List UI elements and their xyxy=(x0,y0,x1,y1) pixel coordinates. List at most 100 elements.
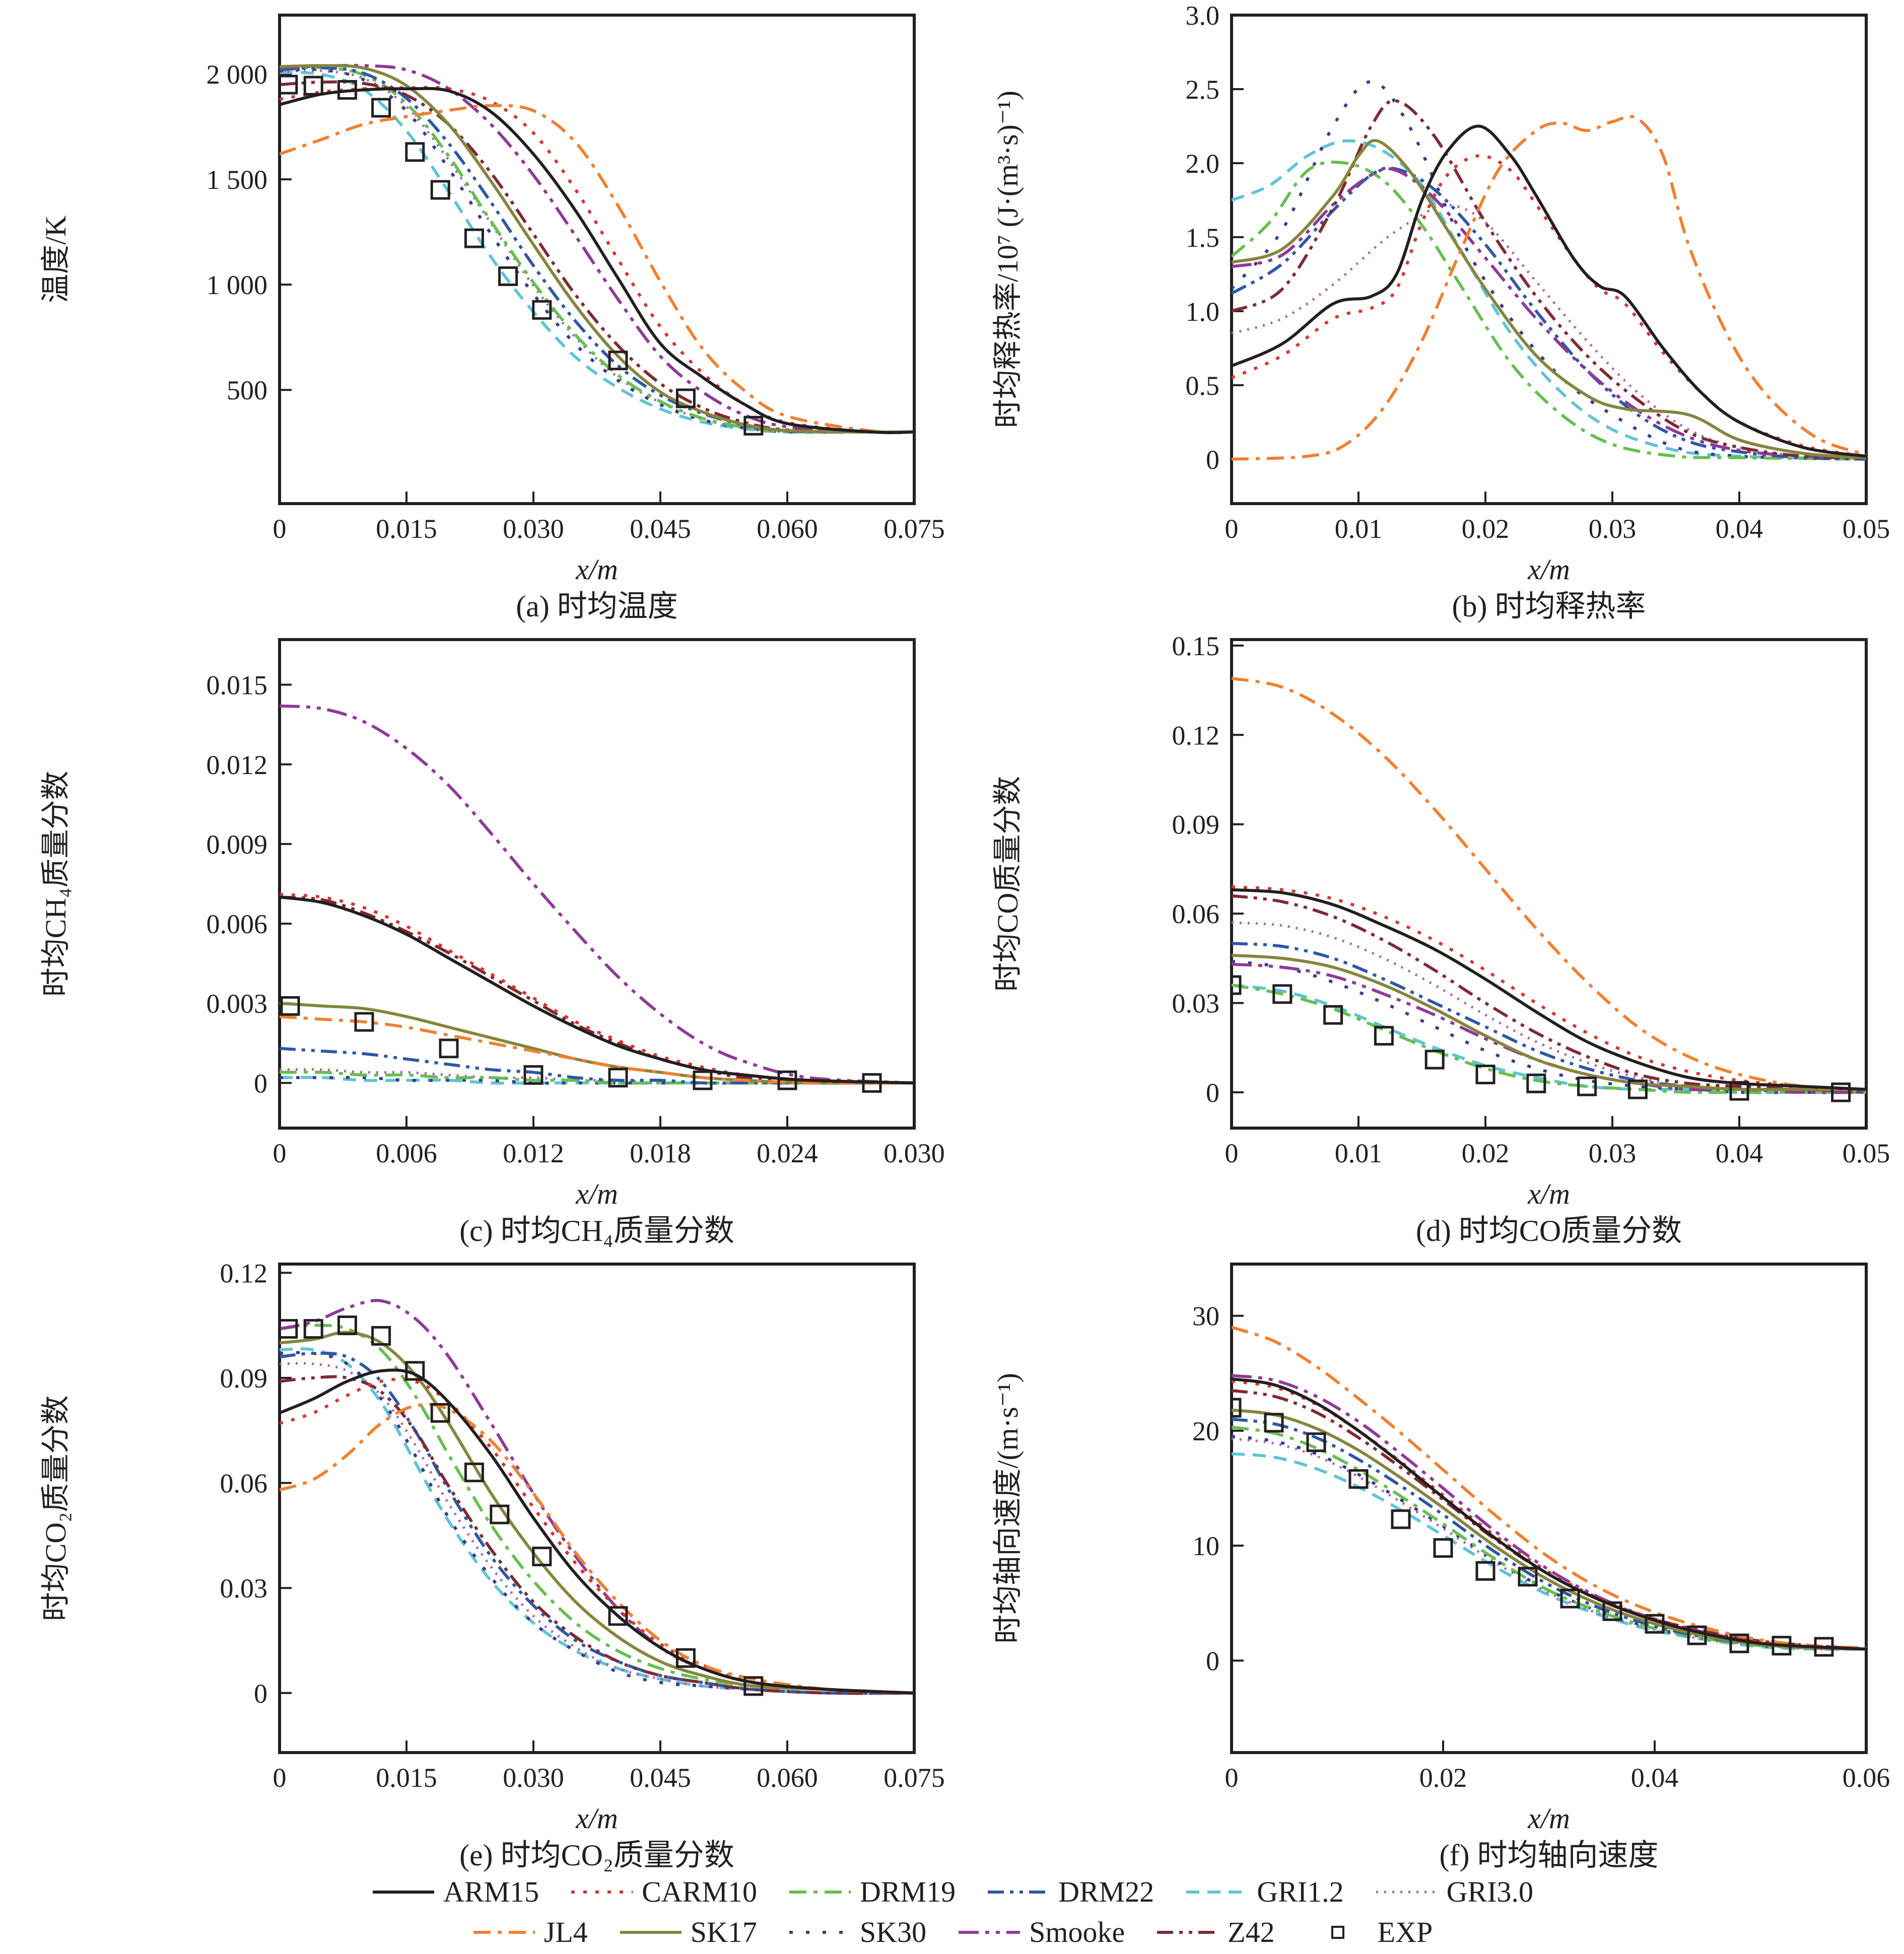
subplot-e: 0 0.015 0.030 0.045 0.060 0.075 0 0.03 0.06 0.09 0… xyxy=(0,1249,952,1873)
series-ARM15 xyxy=(280,87,914,435)
series-ARM15 xyxy=(1232,1377,1866,1651)
series-JL4 xyxy=(280,104,914,434)
y-tick-label: 0.009 xyxy=(207,829,268,860)
x-tick-label: 0 xyxy=(273,1138,287,1168)
y-tick-label: 30 xyxy=(1192,1301,1219,1332)
y-tick-label: 0 xyxy=(254,1679,267,1709)
exp-marker xyxy=(1602,1601,1622,1621)
x-axis-label: x/m xyxy=(1527,1177,1570,1210)
legend-item-ARM15: ARM15 xyxy=(371,1873,539,1911)
exp-marker xyxy=(608,1606,628,1626)
x-tick-label: 0 xyxy=(1225,1138,1239,1168)
exp-marker xyxy=(1627,1079,1648,1099)
legend-item-DRM22: DRM22 xyxy=(986,1873,1154,1911)
exp-marker xyxy=(337,1315,357,1336)
subplot-b: 0 0.01 0.02 0.03 0.04 0.05 0 0.5 1.0 1.5 2.0 2.5 3.0… xyxy=(952,0,1904,624)
y-tick-label: 3.0 xyxy=(1186,1,1220,31)
series-DRM19 xyxy=(280,66,914,434)
exp-marker xyxy=(1475,1561,1495,1581)
legend-item-Smooke: Smooke xyxy=(957,1914,1125,1951)
series-SK17 xyxy=(1232,954,1866,1091)
exp-marker xyxy=(303,76,323,96)
x-tick-label: 0.04 xyxy=(1716,514,1763,544)
exp-marker-sample xyxy=(1331,1926,1344,1939)
exp-marker xyxy=(439,1038,459,1059)
legend-item-DRM19: DRM19 xyxy=(787,1873,956,1911)
y-axis-label: 时均CO₂质量分数 xyxy=(39,1395,72,1622)
legend-item-GRI1.2: GRI1.2 xyxy=(1184,1873,1344,1911)
x-tick-label: 0 xyxy=(273,514,287,544)
legend-label: GRI3.0 xyxy=(1446,1875,1534,1908)
legend-label: DRM19 xyxy=(859,1875,956,1908)
y-tick-label: 0.06 xyxy=(220,1469,268,1499)
series-GRI1.2 xyxy=(280,71,914,434)
subplot-d: 0 0.01 0.02 0.03 0.04 0.05 0 0.03 0.06 0.09 0.12 0.… xyxy=(952,624,1904,1249)
y-tick-label: 0.15 xyxy=(1172,631,1220,661)
x-axis-label: x/m xyxy=(1527,553,1570,586)
y-axis-label: 温度/K xyxy=(39,216,72,303)
y-tick-label: 1 000 xyxy=(207,270,268,300)
series-GRI1.2 xyxy=(1232,1452,1866,1651)
chart-d-co-fraction: 0 0.01 0.02 0.03 0.04 0.05 0 0.03 0.06 0.09 0.12 0.… xyxy=(991,631,1890,1247)
y-tick-label: 2.0 xyxy=(1186,149,1220,179)
x-tick-label: 0.075 xyxy=(883,514,945,544)
subplot-c: 0 0.006 0.012 0.018 0.024 0.030 0 0.003 0.006 0.0… xyxy=(0,624,952,1249)
exp-marker xyxy=(303,1319,323,1339)
exp-marker xyxy=(280,996,300,1016)
subplot-caption: (d) 时均CO质量分数 xyxy=(1416,1214,1682,1247)
series-GRI3.0 xyxy=(1232,921,1866,1094)
subplot-caption: (f) 时均轴向速度 xyxy=(1440,1839,1659,1872)
series-JL4 xyxy=(280,1015,914,1085)
exp-marker xyxy=(1814,1637,1834,1657)
exp-marker xyxy=(405,142,425,162)
legend-sample-SK17 xyxy=(620,1931,682,1934)
subplot-caption: (a) 时均温度 xyxy=(516,590,678,623)
x-tick-label: 0.01 xyxy=(1335,1138,1383,1168)
series-Z42 xyxy=(1232,1389,1866,1651)
x-axis-label: x/m xyxy=(1527,1802,1570,1835)
legend-item-Z42: Z42 xyxy=(1155,1914,1275,1951)
y-axis-label: 时均轴向速度/(m·s⁻¹) xyxy=(991,1373,1024,1644)
exp-marker xyxy=(1374,1026,1394,1046)
exp-marker xyxy=(1232,1398,1242,1418)
series-Smooke xyxy=(280,1299,914,1695)
x-tick-label: 0.05 xyxy=(1843,514,1890,544)
exp-marker xyxy=(743,415,764,436)
exp-marker xyxy=(464,1462,484,1483)
chart-a-temperature: 0 0.015 0.030 0.045 0.060 0.075 500 1 000 1 500 2… xyxy=(39,14,945,623)
exp-marker xyxy=(371,1326,391,1346)
series-DRM19 xyxy=(1232,160,1866,461)
exp-marker xyxy=(1391,1509,1411,1529)
legend-label: ARM15 xyxy=(443,1875,539,1908)
x-tick-label: 0.04 xyxy=(1716,1138,1763,1168)
series-SK30 xyxy=(280,67,914,434)
series-Z42 xyxy=(280,1375,914,1695)
series-DRM19 xyxy=(1232,984,1866,1094)
series-GRI3.0 xyxy=(280,1362,914,1695)
series-GRI1.2 xyxy=(280,1347,914,1695)
legend-sample-Smooke xyxy=(959,1931,1021,1934)
chart-e-co2-fraction: 0 0.015 0.030 0.045 0.060 0.075 0 0.03 0.06 0.09 0… xyxy=(39,1258,945,1872)
legend-label: Smooke xyxy=(1029,1916,1125,1948)
exp-marker xyxy=(1323,1005,1343,1025)
subplot-caption: (b) 时均释热率 xyxy=(1452,590,1646,623)
x-tick-label: 0.060 xyxy=(757,1763,818,1793)
x-tick-label: 0.012 xyxy=(503,1138,564,1168)
x-tick-label: 0.030 xyxy=(503,1763,564,1793)
exp-marker xyxy=(608,351,628,371)
x-tick-label: 0.075 xyxy=(883,1763,945,1793)
y-tick-label: 0 xyxy=(1206,445,1219,475)
x-tick-label: 0.02 xyxy=(1462,1138,1510,1168)
y-tick-label: 1.0 xyxy=(1186,297,1220,327)
series-GRI3.0 xyxy=(280,69,914,434)
series-GRI1.2 xyxy=(1232,139,1866,461)
y-tick-label: 0.03 xyxy=(220,1573,268,1603)
x-axis-label: x/m xyxy=(575,1177,618,1210)
legend-label: SK30 xyxy=(859,1916,927,1948)
exp-marker xyxy=(1645,1614,1665,1634)
axes-box xyxy=(278,14,916,505)
exp-marker xyxy=(675,1648,696,1668)
legend-row: ARM15 CARM10 DRM19 DRM22 GRI1.2 GRI3.0 xyxy=(371,1873,1533,1911)
y-tick-label: 0.12 xyxy=(1172,720,1220,750)
series-Z42 xyxy=(280,80,914,434)
